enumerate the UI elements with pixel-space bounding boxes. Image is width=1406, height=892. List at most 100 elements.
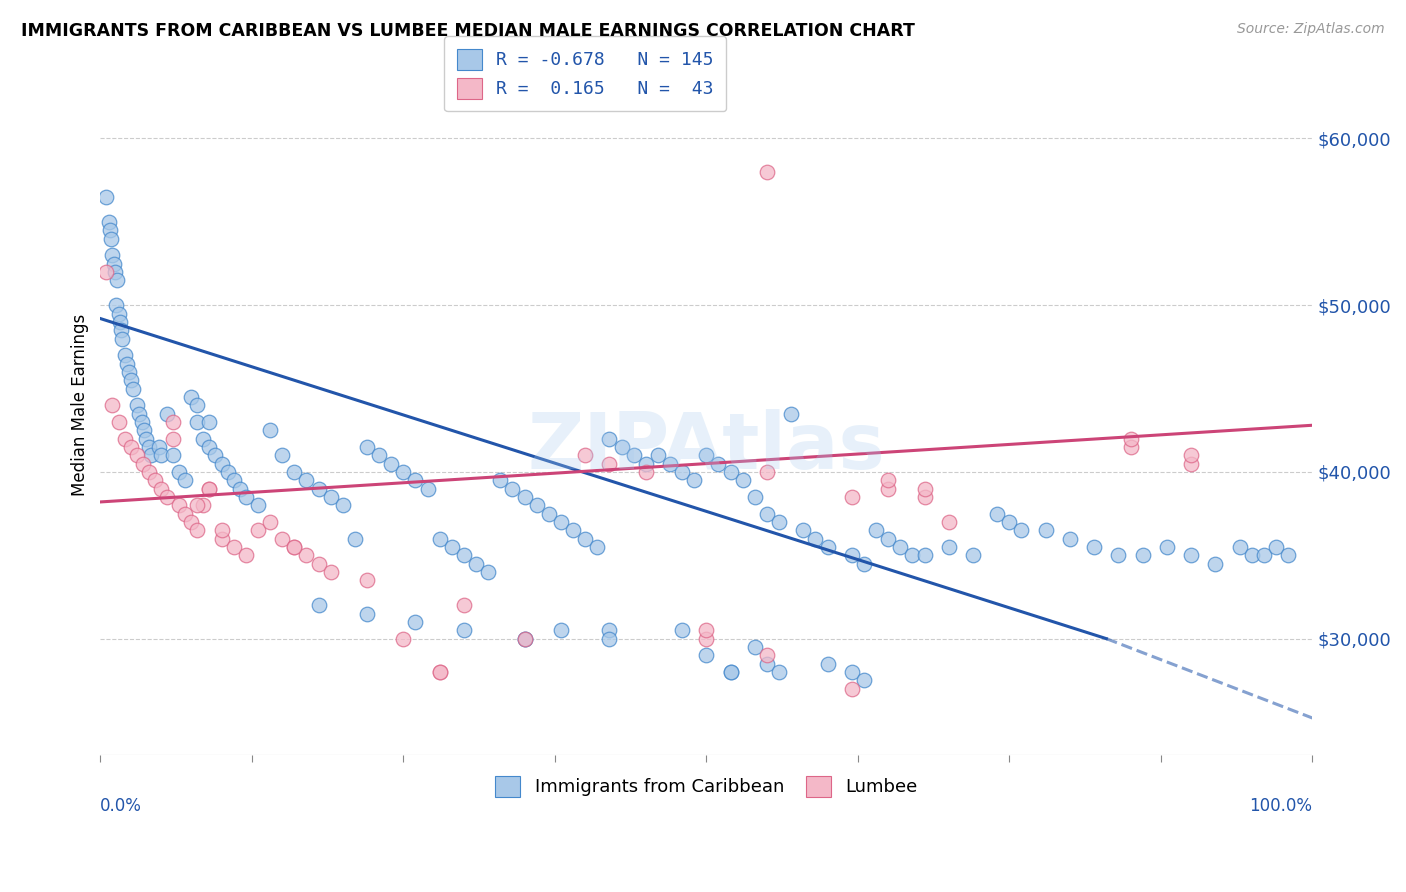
Point [610,440,633,454]
Point [877,532,900,546]
Point [1180,549,1202,563]
Point [308,599,330,613]
Point [114,348,136,362]
Point [1180,457,1202,471]
Point [1229,540,1251,554]
Point [792,523,814,537]
Point [695,632,717,646]
Point [356,574,378,588]
Point [416,482,439,496]
Point [295,473,318,487]
Point [574,532,596,546]
Point [817,657,839,671]
Point [429,665,451,679]
Text: Source: ZipAtlas.com: Source: ZipAtlas.com [1237,22,1385,37]
Point [744,490,766,504]
Point [1083,540,1105,554]
Point [598,432,620,446]
Point [193,432,215,446]
Point [914,482,936,496]
Point [96,265,118,279]
Point [962,549,984,563]
Point [167,465,190,479]
Point [101,248,124,262]
Point [138,440,160,454]
Point [128,407,150,421]
Point [198,415,221,429]
Point [96,190,118,204]
Text: 0.0%: 0.0% [100,797,142,815]
Point [392,632,415,646]
Point [235,549,257,563]
Point [283,540,305,554]
Point [125,448,148,462]
Point [914,490,936,504]
Point [841,665,863,679]
Point [122,382,145,396]
Point [162,415,184,429]
Point [647,448,669,462]
Point [211,532,233,546]
Point [135,432,157,446]
Point [453,624,475,638]
Point [768,665,790,679]
Point [204,448,226,462]
Point [574,448,596,462]
Point [193,498,215,512]
Point [841,549,863,563]
Point [405,473,427,487]
Text: 100.0%: 100.0% [1250,797,1312,815]
Point [938,540,960,554]
Point [174,507,197,521]
Point [118,365,141,379]
Point [841,681,863,696]
Point [877,482,900,496]
Point [271,448,294,462]
Point [222,540,245,554]
Point [100,231,122,245]
Point [998,515,1021,529]
Point [986,507,1008,521]
Point [537,507,560,521]
Point [235,490,257,504]
Point [97,215,120,229]
Point [156,407,179,421]
Legend: Immigrants from Caribbean, Lumbee: Immigrants from Caribbean, Lumbee [482,764,931,809]
Point [852,557,875,571]
Point [852,673,875,688]
Point [405,615,427,629]
Point [695,448,717,462]
Point [1107,549,1129,563]
Point [283,465,305,479]
Point [501,482,523,496]
Text: ZIPAtlas: ZIPAtlas [527,409,886,485]
Point [695,624,717,638]
Point [1253,549,1275,563]
Point [683,473,706,487]
Point [513,632,536,646]
Point [107,415,129,429]
Point [1204,557,1226,571]
Point [114,432,136,446]
Point [562,523,585,537]
Point [1059,532,1081,546]
Point [132,457,155,471]
Point [526,498,548,512]
Point [186,398,208,412]
Point [914,549,936,563]
Point [440,540,463,554]
Point [138,465,160,479]
Point [259,423,281,437]
Point [162,448,184,462]
Point [156,490,179,504]
Point [1265,540,1288,554]
Point [780,407,803,421]
Point [167,498,190,512]
Point [186,523,208,537]
Point [623,448,645,462]
Point [841,490,863,504]
Point [120,440,142,454]
Point [98,223,121,237]
Point [111,332,134,346]
Point [186,498,208,512]
